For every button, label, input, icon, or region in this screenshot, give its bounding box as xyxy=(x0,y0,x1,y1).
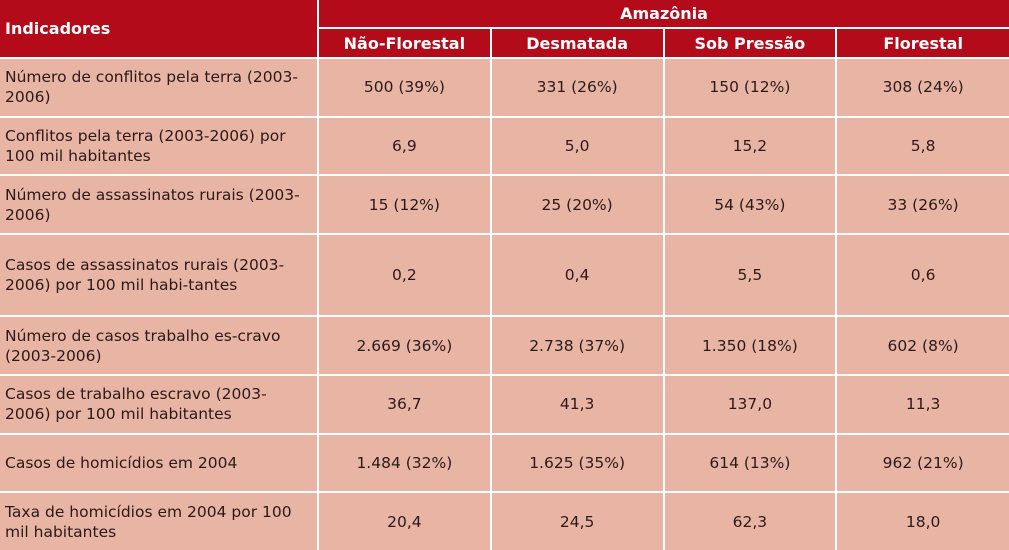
cell-value: 33 (26%) xyxy=(836,174,1009,234)
cell-value: 20,4 xyxy=(318,491,492,550)
cell-value: 54 (43%) xyxy=(663,174,838,234)
cell-value: 602 (8%) xyxy=(836,315,1009,376)
cell-value: 150 (12%) xyxy=(663,57,838,117)
cell-value: 331 (26%) xyxy=(490,57,665,117)
header-region: Amazônia xyxy=(318,0,1009,29)
header-col-sob-pressao: Sob Pressão xyxy=(663,28,838,58)
table-row: Casos de trabalho escravo (2003-2006) po… xyxy=(0,374,1009,434)
cell-value: 6,9 xyxy=(318,115,492,176)
cell-value: 0,2 xyxy=(318,232,492,317)
cell-value: 614 (13%) xyxy=(663,432,838,493)
cell-value: 0,6 xyxy=(836,232,1009,317)
header-col-nao-florestal: Não-Florestal xyxy=(318,28,492,58)
row-label: Número de conflitos pela terra (2003-200… xyxy=(0,57,319,117)
table-row: Número de conflitos pela terra (2003-200… xyxy=(0,57,1009,117)
header-indicadores: Indicadores xyxy=(0,0,319,58)
cell-value: 2.738 (37%) xyxy=(490,315,665,376)
cell-value: 18,0 xyxy=(836,491,1009,550)
row-label: Casos de assassinatos rurais (2003-2006)… xyxy=(0,232,319,317)
table-row: Número de casos trabalho es-cravo (2003-… xyxy=(0,315,1009,376)
row-label: Conflitos pela terra (2003-2006) por 100… xyxy=(0,115,319,176)
cell-value: 15,2 xyxy=(663,115,838,176)
cell-value: 2.669 (36%) xyxy=(318,315,492,376)
row-label: Casos de trabalho escravo (2003-2006) po… xyxy=(0,374,319,434)
cell-value: 24,5 xyxy=(490,491,665,550)
table-row: Casos de homicídios em 2004 1.484 (32%) … xyxy=(0,432,1009,493)
table-row: Conflitos pela terra (2003-2006) por 100… xyxy=(0,115,1009,176)
row-label: Casos de homicídios em 2004 xyxy=(0,432,319,493)
cell-value: 1.625 (35%) xyxy=(490,432,665,493)
cell-value: 62,3 xyxy=(663,491,838,550)
cell-value: 500 (39%) xyxy=(318,57,492,117)
table-row: Casos de assassinatos rurais (2003-2006)… xyxy=(0,232,1009,317)
row-label: Taxa de homicídios em 2004 por 100 mil h… xyxy=(0,491,319,550)
cell-value: 5,5 xyxy=(663,232,838,317)
cell-value: 36,7 xyxy=(318,374,492,434)
cell-value: 25 (20%) xyxy=(490,174,665,234)
cell-value: 0,4 xyxy=(490,232,665,317)
cell-value: 962 (21%) xyxy=(836,432,1009,493)
table-row: Taxa de homicídios em 2004 por 100 mil h… xyxy=(0,491,1009,550)
cell-value: 15 (12%) xyxy=(318,174,492,234)
row-label: Número de casos trabalho es-cravo (2003-… xyxy=(0,315,319,376)
table-row: Número de assassinatos rurais (2003-2006… xyxy=(0,174,1009,234)
cell-value: 5,0 xyxy=(490,115,665,176)
cell-value: 11,3 xyxy=(836,374,1009,434)
cell-value: 5,8 xyxy=(836,115,1009,176)
cell-value: 1.350 (18%) xyxy=(663,315,838,376)
row-label: Número de assassinatos rurais (2003-2006… xyxy=(0,174,319,234)
header-col-florestal: Florestal xyxy=(836,28,1009,58)
cell-value: 308 (24%) xyxy=(836,57,1009,117)
header-col-desmatada: Desmatada xyxy=(490,28,665,58)
cell-value: 1.484 (32%) xyxy=(318,432,492,493)
cell-value: 137,0 xyxy=(663,374,838,434)
cell-value: 41,3 xyxy=(490,374,665,434)
